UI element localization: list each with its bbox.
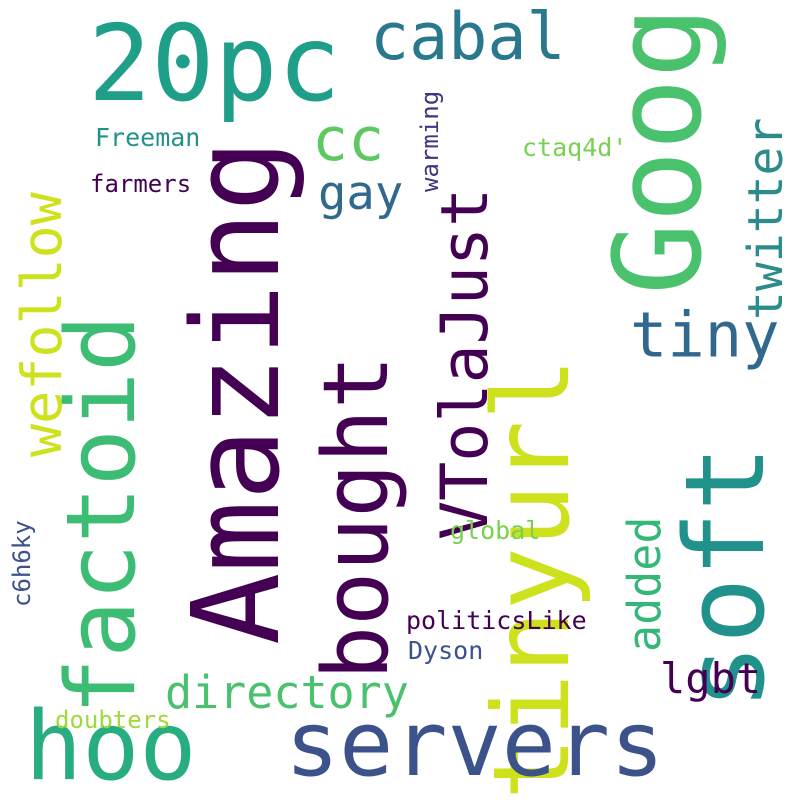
word-amazing: Amazing xyxy=(168,139,307,645)
word-added: added xyxy=(618,516,671,652)
word-global: global xyxy=(450,516,541,545)
word-doubters: doubters xyxy=(55,706,171,734)
word-tiny: tiny xyxy=(630,299,780,372)
word-twitter: twitter xyxy=(738,117,794,320)
word-20pc: 20pc xyxy=(88,3,341,125)
word-gay: gay xyxy=(318,166,404,221)
word-cabal: cabal xyxy=(370,0,566,75)
word-bought: bought xyxy=(304,354,409,680)
word-wefollow: wefollow xyxy=(10,192,74,457)
word-c6h6ky: c6h6ky xyxy=(8,520,36,607)
word-ctaq4d: ctaq4d' xyxy=(522,133,628,162)
word-warming: warming xyxy=(416,90,444,192)
word-farmers: farmers xyxy=(90,170,192,198)
word-cc: cc xyxy=(312,105,385,175)
word-politicslike: politicsLike xyxy=(406,606,587,635)
word-servers: servers xyxy=(285,692,665,797)
word-hoo: hoo xyxy=(25,692,197,800)
word-vtolajust: VTolaJust xyxy=(428,187,503,540)
word-dyson: Dyson xyxy=(408,636,484,665)
word-lgbt: lgbt xyxy=(660,654,762,703)
word-directory: directory xyxy=(165,666,409,719)
word-freeman: Freeman xyxy=(95,123,201,152)
